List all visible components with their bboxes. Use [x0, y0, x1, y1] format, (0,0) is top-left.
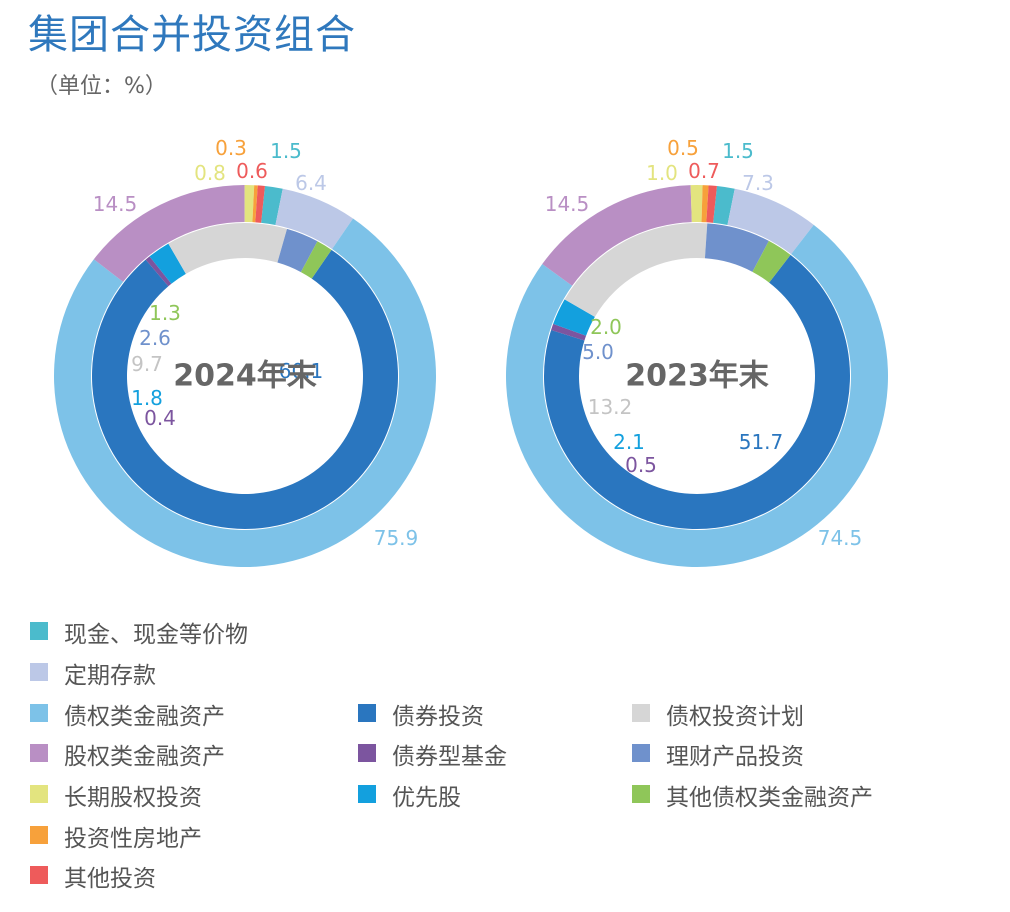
donut-1-inner-debtplan-label: 9.7	[131, 352, 163, 376]
page-title: 集团合并投资组合	[28, 12, 356, 58]
donut-1-outer-equity-slice	[93, 185, 245, 282]
donut-2-inner-wealth-slice	[704, 223, 769, 272]
donut-1-inner-pref-slice	[149, 243, 186, 284]
donut-1-outer-ltequity-label: 0.8	[194, 161, 226, 185]
donut-1-outer-cash-label: 1.5	[270, 139, 302, 163]
donut-2-inner-otherdebt-slice	[752, 240, 791, 283]
donut-2-outer-cash-slice	[713, 186, 735, 226]
donut-2-inner-debtplan-slice	[564, 222, 708, 317]
donut-2-inner-debtplan-label: 13.2	[588, 395, 633, 419]
legend-swatch	[30, 663, 48, 681]
legend-label: 债券投资	[392, 704, 484, 730]
donut-1-inner-otherdebt-label: 1.3	[149, 301, 181, 325]
legend-label: 债权类金融资产	[64, 704, 225, 730]
donut-1-outer-cash-slice	[261, 186, 283, 226]
donut-2-outer-ltequity-slice	[690, 185, 703, 223]
donut-2-outer-property-slice	[701, 185, 709, 223]
legend-label: 股权类金融资产	[64, 744, 225, 770]
donut-2-inner-bondfund-slice	[551, 323, 587, 341]
donut-1-outer-equity-label: 14.5	[93, 192, 138, 216]
donut-1-inner-debtplan-slice	[168, 222, 288, 274]
legend-label: 优先股	[392, 785, 461, 811]
donut-2-inner-bond-label: 51.7	[739, 430, 784, 454]
legend-swatch	[30, 826, 48, 844]
donut-2-inner-wealth-label: 5.0	[582, 340, 614, 364]
donut-1-inner-bondfund-label: 0.4	[144, 406, 176, 430]
donut-2-inner-pref-label: 2.1	[613, 430, 645, 454]
legend-swatch	[632, 744, 650, 762]
donut-1-inner-wealth-label: 2.6	[139, 326, 171, 350]
legend-label: 长期股权投资	[64, 785, 202, 811]
donut-2-outer-other-label: 0.7	[688, 159, 720, 183]
donut-2-outer-cash-label: 1.5	[722, 139, 754, 163]
legend-swatch	[30, 866, 48, 884]
legend-swatch	[358, 744, 376, 762]
donut-1-outer-property-label: 0.3	[215, 136, 247, 160]
donut-2-inner-bondfund-label: 0.5	[625, 453, 657, 477]
legend-swatch	[30, 785, 48, 803]
legend-swatch	[30, 704, 48, 722]
donut-1-center-label: 2024年末	[173, 359, 317, 394]
donut-1-inner-bondfund-slice	[145, 256, 172, 287]
donut-1-outer-property-slice	[252, 185, 258, 223]
donut-1-inner-bond-label: 60.1	[279, 359, 324, 383]
legend-swatch	[358, 785, 376, 803]
legend-label: 债权投资计划	[666, 704, 804, 730]
donut-charts: 1.56.475.914.50.80.30.660.10.41.89.72.61…	[53, 136, 888, 568]
legend-label: 债券型基金	[392, 744, 507, 770]
legend-label: 现金、现金等价物	[64, 622, 248, 648]
legend-label: 投资性房地产	[64, 826, 202, 852]
legend-swatch	[358, 704, 376, 722]
donut-2-outer-deposit-label: 7.3	[742, 171, 774, 195]
donut-2-outer-ltequity-label: 1.0	[646, 161, 678, 185]
donut-2-outer-equity-label: 14.5	[545, 192, 590, 216]
legend-swatch	[30, 744, 48, 762]
donut-2-outer-equity-slice	[542, 185, 692, 286]
legend-swatch	[632, 704, 650, 722]
donut-1-inner-otherdebt-slice	[300, 241, 332, 279]
legend-label: 其他债权类金融资产	[666, 785, 873, 811]
donut-2-outer-deposit-slice	[727, 188, 814, 255]
donut-2-outer-property-label: 0.5	[667, 136, 699, 160]
donut-1-outer-debt-label: 75.9	[374, 526, 419, 550]
donut-2-center-label: 2023年末	[625, 359, 769, 394]
unit-label: （单位：%）	[36, 74, 167, 99]
donut-1-outer-other-label: 0.6	[236, 159, 268, 183]
legend-swatch	[30, 622, 48, 640]
donut-1-inner-wealth-slice	[277, 228, 318, 273]
donut-2-outer-other-slice	[706, 185, 717, 223]
legend-label: 理财产品投资	[666, 744, 804, 770]
donut-2-inner-otherdebt-label: 2.0	[590, 315, 622, 339]
donut-1-outer-deposit-slice	[275, 188, 354, 249]
donut-1-inner-pref-label: 1.8	[131, 386, 163, 410]
donut-1-outer-ltequity-slice	[244, 185, 255, 223]
legend-label: 其他投资	[64, 866, 156, 892]
donut-1-outer-deposit-label: 6.4	[295, 171, 327, 195]
legend-swatch	[632, 785, 650, 803]
legend-label: 定期存款	[64, 663, 156, 689]
donut-1-outer-other-slice	[255, 185, 265, 223]
donut-2-outer-debt-label: 74.5	[818, 526, 863, 550]
donut-2-inner-pref-slice	[553, 299, 595, 336]
